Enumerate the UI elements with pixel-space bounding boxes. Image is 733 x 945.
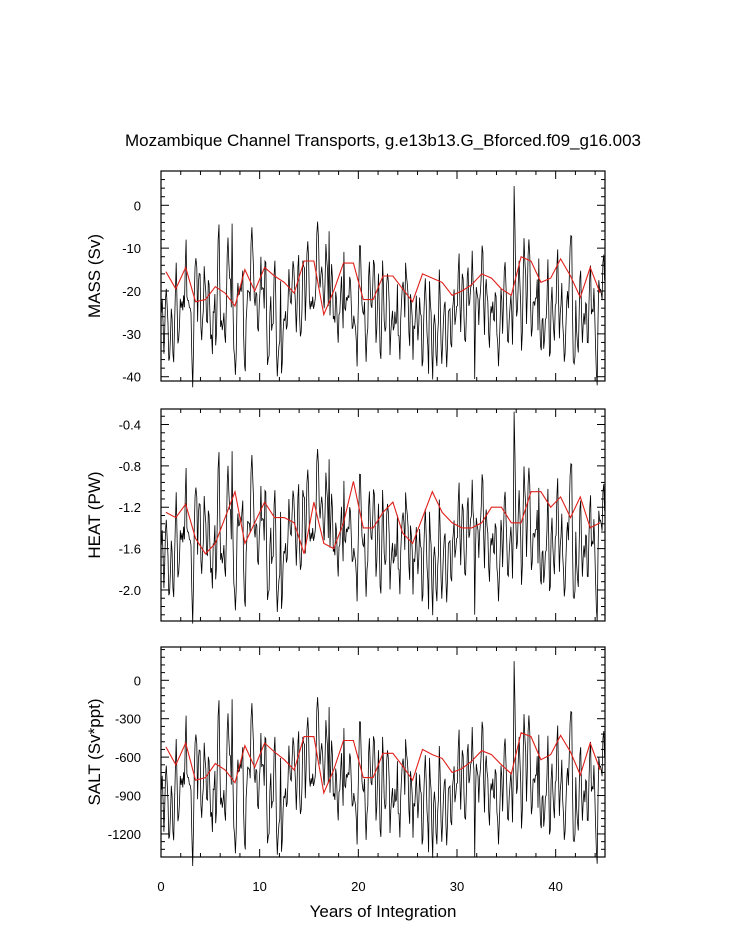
panel-mass: 0 -10 -20 -30 -40 MASS (Sv) <box>85 170 606 388</box>
y-tick-label: -20 <box>122 284 141 299</box>
y-tick-label: -1200 <box>108 827 141 842</box>
panel-frame <box>160 408 606 622</box>
y-tick-label: -2.0 <box>119 583 141 598</box>
annual-series-line-mass <box>165 255 601 317</box>
panel-frame <box>160 646 606 858</box>
monthly-series-line-heat <box>161 411 605 624</box>
monthly-series-line-salt <box>161 661 605 867</box>
x-tick-label: 10 <box>252 879 266 894</box>
y-tick-label: -10 <box>122 241 141 256</box>
y-tick-label: -0.4 <box>119 418 141 433</box>
y-tick-label: 0 <box>134 673 141 688</box>
y-axis-title-salt: SALT (Sv*ppt) <box>85 698 104 805</box>
annual-series-line-salt <box>165 732 601 795</box>
panel-frame <box>160 170 606 382</box>
x-tick-label: 0 <box>157 879 164 894</box>
chart-title: Mozambique Channel Transports, g.e13b13.… <box>125 131 641 150</box>
y-axis-title-mass: MASS (Sv) <box>85 234 104 318</box>
y-tick-label: -1.6 <box>119 542 141 557</box>
y-axis-title-heat: HEAT (PW) <box>85 471 104 558</box>
x-tick-label: 40 <box>548 879 562 894</box>
monthly-series-line-mass <box>161 185 605 388</box>
y-tick-label: -0.8 <box>119 459 141 474</box>
x-tick-label: 30 <box>450 879 464 894</box>
y-tick-label: -600 <box>115 750 141 765</box>
x-tick-label: 20 <box>351 879 365 894</box>
y-tick-label: -1.2 <box>119 500 141 515</box>
x-axis-title: Years of Integration <box>310 902 457 921</box>
y-tick-label: 0 <box>134 198 141 213</box>
y-tick-label: -30 <box>122 327 141 342</box>
panel-heat: -0.4 -0.8 -1.2 -1.6 -2.0 HEAT (PW) <box>85 408 606 624</box>
y-tick-label: -40 <box>122 370 141 385</box>
y-tick-label: -300 <box>115 712 141 727</box>
annual-series-line-heat <box>165 481 601 555</box>
y-tick-label: -900 <box>115 789 141 804</box>
panel-salt: 0 -300 -600 -900 -1200 SALT (Sv*ppt) <box>85 646 606 867</box>
